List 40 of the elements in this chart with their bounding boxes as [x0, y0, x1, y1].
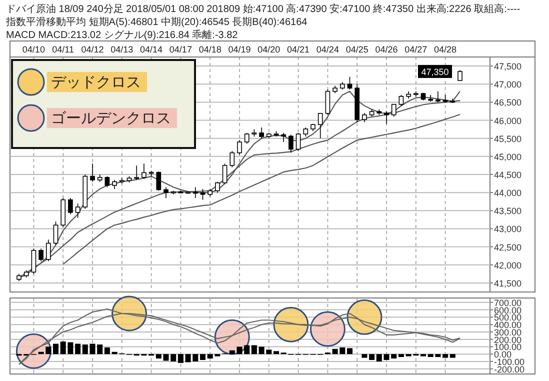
x-tick-label: 04/20: [258, 44, 280, 54]
y-tick-label: 46,000: [494, 116, 522, 126]
y-tick-label: 43,500: [494, 206, 522, 216]
chart-title: ドバイ原油 18/09 240分足 2018/05/01 08:00 201809 始:47100 高:47390 安:47100 終:47350 出来高:2226 取組高:----: [6, 3, 520, 15]
y-tick-label: 47,000: [494, 80, 522, 90]
y-tick-label: 600.00: [494, 305, 522, 316]
x-tick-label: 04/24: [316, 44, 339, 54]
x-tick-label: 04/17: [169, 44, 192, 54]
y-tick-label: 42,000: [494, 260, 522, 270]
y-tick-label: 44,500: [494, 170, 522, 180]
y-tick-label: -200.00: [494, 364, 525, 374]
y-tick-label: 42,500: [494, 242, 522, 252]
x-tick-label: 04/10: [22, 44, 45, 54]
x-tick-label: 04/13: [110, 44, 134, 54]
x-tick-label: 04/26: [375, 44, 398, 54]
y-tick-label: 500.00: [494, 312, 522, 323]
y-tick-label: 45,000: [494, 152, 522, 162]
legend-label: ゴールデンクロス: [51, 110, 171, 127]
x-tick-label: 04/19: [228, 44, 251, 54]
chart-subtitle: 指数平滑移動平均 短期A(5):46801 中期(20):46545 長期B(40):46164: [5, 16, 308, 28]
y-tick-label: 44,000: [494, 188, 522, 198]
legend-label: デッドクロス: [51, 74, 141, 91]
y-tick-label: 200.00: [494, 334, 522, 345]
y-tick-label: 100.00: [494, 342, 522, 352]
y-tick-label: 43,000: [494, 224, 522, 234]
x-tick-label: 04/21: [287, 44, 310, 54]
x-tick-label: 04/25: [346, 44, 368, 54]
x-tick-label: 04/28: [434, 44, 457, 54]
text: MACD MACD:213.02 シグナル(9):216.84 乖離:-3.82: [6, 29, 238, 41]
x-tick-label: 04/27: [404, 44, 428, 54]
y-tick-label: 45,500: [494, 134, 522, 144]
annotation: 47,350: [421, 66, 449, 77]
y-tick-label: 700.00: [494, 298, 522, 308]
x-tick-label: 04/11: [52, 44, 74, 54]
x-tick-label: 04/12: [81, 44, 104, 54]
y-tick-label: 47,500: [494, 62, 522, 72]
x-tick-label: 04/14: [140, 44, 163, 54]
y-tick-label: 41,500: [494, 278, 522, 288]
x-tick-label: 04/18: [198, 44, 222, 54]
y-tick-label: 46,500: [494, 98, 522, 108]
